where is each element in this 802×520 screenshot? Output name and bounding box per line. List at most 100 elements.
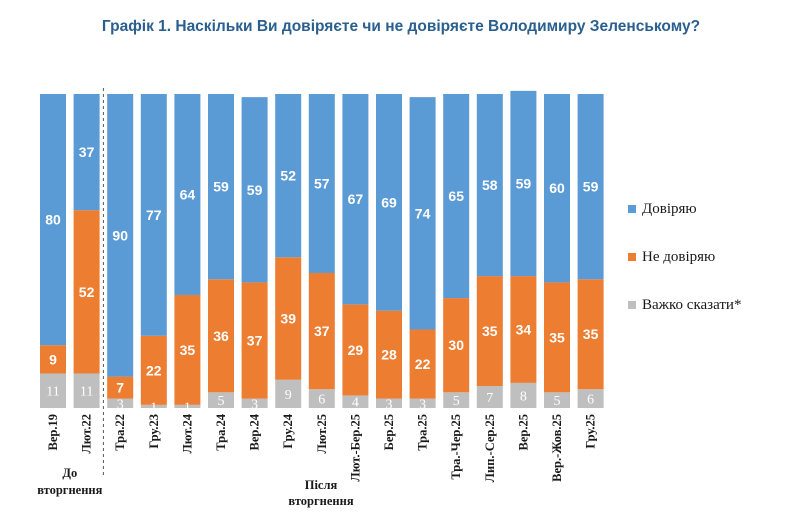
x-tick-label: Вер.19: [46, 414, 60, 450]
x-tick-label: Тра.22: [113, 414, 127, 451]
x-tick-label: Лют.25: [315, 414, 329, 454]
data-label: 34: [516, 322, 532, 338]
data-label: 65: [448, 188, 464, 204]
data-label: 35: [549, 329, 565, 345]
data-label: 3: [117, 397, 124, 412]
data-label: 11: [80, 385, 93, 400]
x-tick-label: Вер.-Жов.25: [550, 414, 564, 482]
bar-segment: [476, 276, 503, 387]
legend-swatch: [628, 205, 636, 213]
bar-segment: [544, 94, 570, 283]
data-label: 52: [79, 284, 95, 300]
bar-segment: [376, 94, 402, 311]
bar-segment: [443, 94, 470, 299]
legend: Довіряю Не довіряю Важко сказати*: [628, 201, 741, 313]
bar-segment: [241, 398, 268, 408]
data-label: 60: [549, 180, 565, 196]
data-label: 3: [251, 397, 258, 412]
data-label: 37: [247, 332, 263, 348]
bar-segment: [241, 282, 268, 399]
bar-segment: [208, 94, 234, 280]
bar-segment: [308, 94, 335, 273]
bar-segment: [409, 398, 436, 408]
bar-segment: [342, 395, 369, 408]
bar-segment: [174, 404, 201, 408]
x-tick-label: Тра.25: [416, 414, 430, 451]
data-label: 57: [314, 175, 330, 191]
data-label: 37: [314, 323, 330, 339]
bar-segment: [73, 94, 100, 211]
data-label: 5: [218, 394, 225, 409]
data-label: 58: [482, 177, 498, 193]
bar-segment: [443, 392, 470, 408]
data-label: 5: [453, 394, 460, 409]
data-label: 64: [180, 186, 196, 202]
ticks-layer: Вер.19 Лют.22 Тра.22 Гру.23 Лют.24 Тра.24 Вер.…: [46, 413, 598, 482]
x-tick-label: Гру.25: [584, 414, 598, 449]
x-tick-label: Гру.23: [147, 414, 161, 449]
data-label: 30: [448, 337, 464, 353]
bar-segment: [443, 298, 470, 393]
x-tick-label: Лип.-Сер.25: [483, 414, 497, 482]
data-label: 6: [587, 393, 594, 408]
bar-segment: [275, 94, 302, 258]
data-label: 90: [112, 227, 128, 243]
data-label: 4: [352, 396, 359, 411]
legend-label: Не довіряю: [642, 249, 715, 265]
x-tick-label: Гру.24: [281, 413, 295, 448]
bar-segment: [40, 373, 66, 408]
data-label: 22: [415, 356, 431, 372]
data-label: 11: [46, 385, 59, 400]
data-label: 35: [482, 323, 498, 339]
group-label: До: [62, 466, 77, 480]
group-label: вторгнення: [288, 494, 353, 508]
x-tick-label: Вер.24: [248, 413, 262, 450]
data-label: 9: [285, 388, 292, 403]
bar-segment: [73, 373, 100, 408]
data-label: 59: [583, 179, 599, 195]
data-label: 22: [146, 362, 162, 378]
bar-segment: [241, 97, 268, 283]
bars-layer: [40, 90, 604, 408]
data-label: 7: [486, 391, 493, 406]
data-label: 69: [381, 194, 397, 210]
bar-segment: [577, 94, 604, 280]
bar-segment: [40, 345, 66, 374]
data-label: 59: [247, 182, 263, 198]
legend-label: Важко сказати*: [642, 297, 741, 313]
data-label: 37: [79, 144, 95, 160]
bar-segment: [308, 272, 335, 390]
bar-segment: [409, 97, 436, 330]
data-label: 6: [318, 393, 325, 408]
bar-segment: [510, 90, 537, 277]
bar-segment: [174, 294, 201, 405]
bar-segment: [140, 94, 167, 336]
bar-segment: [510, 382, 537, 408]
data-label: 3: [386, 397, 393, 412]
data-label: 29: [348, 342, 364, 358]
data-label: 28: [381, 347, 397, 363]
bar-segment: [107, 398, 134, 408]
data-label: 35: [180, 342, 196, 358]
data-label: 59: [516, 175, 532, 191]
bar-segment: [140, 335, 167, 405]
x-tick-label: Тра.24: [214, 413, 228, 450]
data-label: 35: [583, 326, 599, 342]
bar-segment: [73, 210, 100, 374]
legend-swatch: [628, 253, 636, 261]
data-label: 5: [554, 394, 561, 409]
bar-segment: [107, 376, 134, 399]
data-label: 3: [419, 397, 426, 412]
bar-segment: [376, 398, 402, 408]
bar-segment: [174, 94, 201, 295]
x-tick-label: Бер.25: [382, 414, 396, 450]
group-labels-layer: До вторгнення Після вторгнення: [37, 88, 354, 508]
data-label: 74: [415, 205, 431, 221]
bar-segment: [342, 94, 369, 305]
bar-segment: [577, 389, 604, 408]
data-label: 1: [150, 400, 157, 415]
data-label: 8: [520, 389, 527, 404]
bar-segment: [107, 94, 134, 377]
data-label: 36: [213, 328, 229, 344]
